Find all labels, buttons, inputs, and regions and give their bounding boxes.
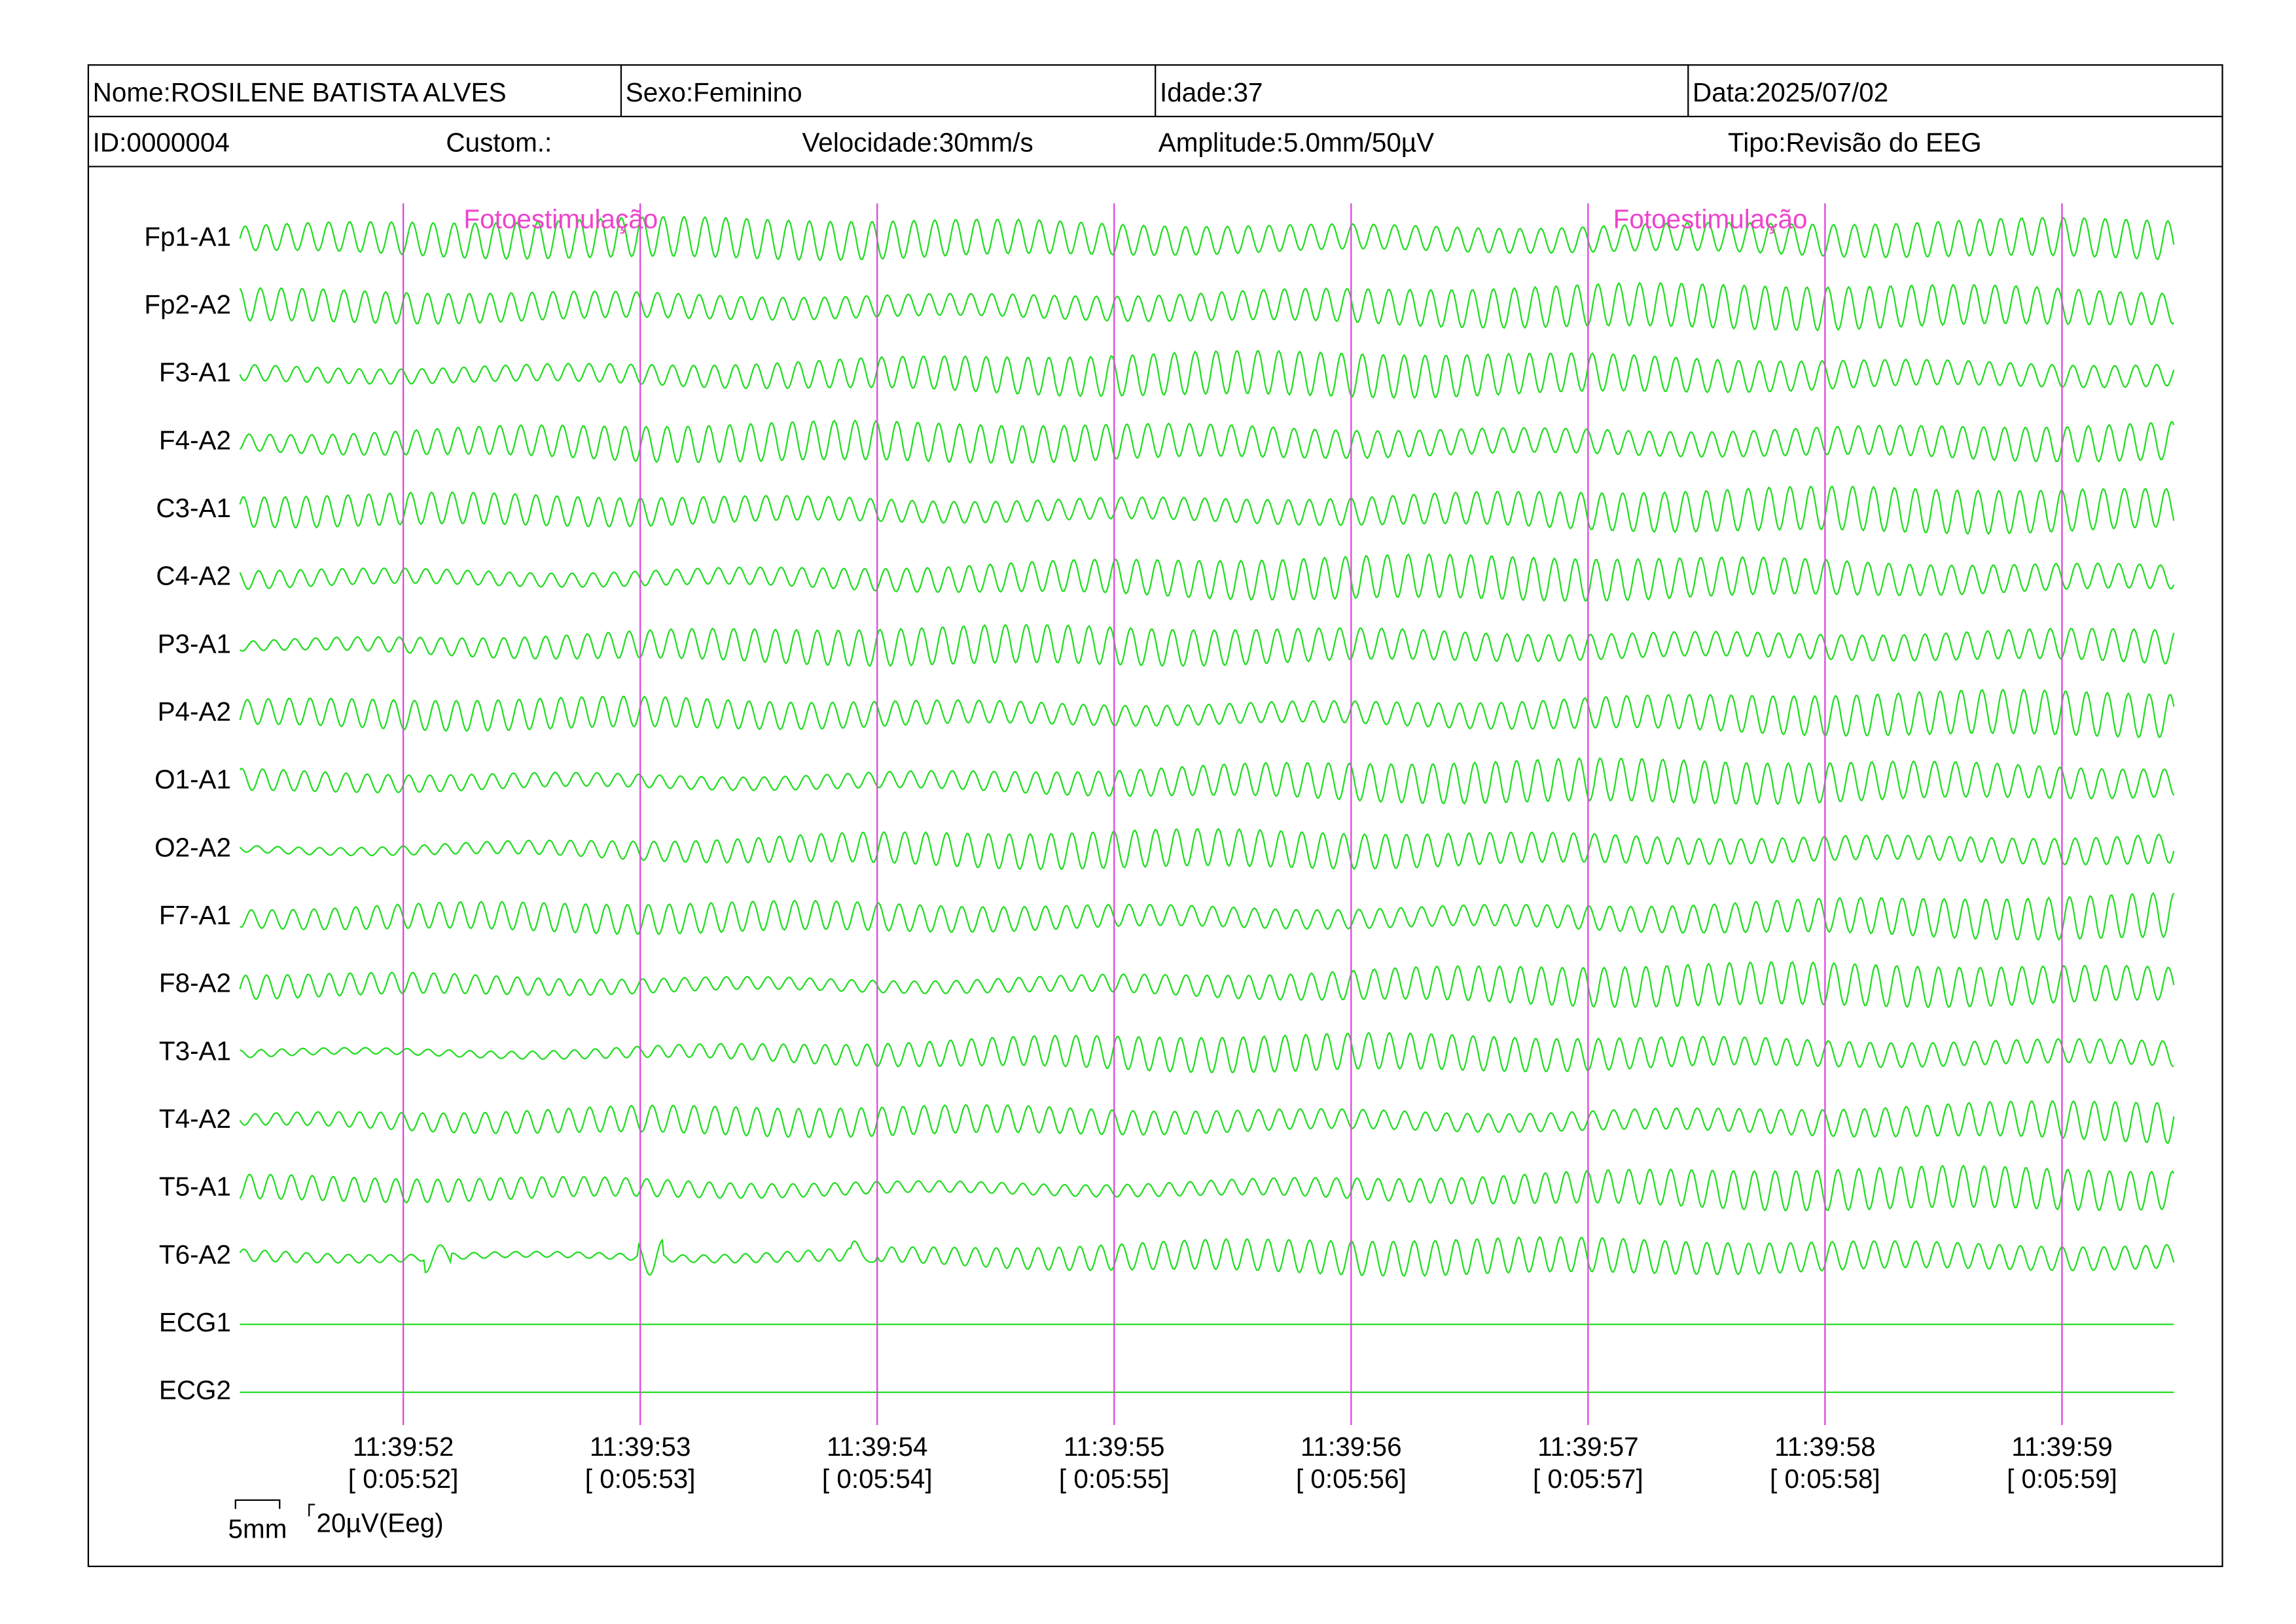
- eeg-trace: [240, 1032, 2174, 1074]
- time-label: 11:39:59: [2011, 1432, 2113, 1462]
- channel-label: C3-A1: [156, 493, 231, 523]
- channel-label: T6-A2: [159, 1239, 231, 1269]
- scale-bar-time: [234, 1499, 281, 1509]
- elapsed-label: [ 0:05:59]: [2007, 1464, 2117, 1494]
- eeg-trace: [240, 892, 2175, 941]
- amplitude: Amplitude:5.0mm/50µV: [1158, 127, 1434, 157]
- eeg-trace: [239, 961, 2175, 1009]
- eeg-trace: [239, 419, 2175, 464]
- scale-bar-amplitude: [308, 1504, 315, 1517]
- eeg-trace: [239, 1236, 2175, 1277]
- channel-label: ECG2: [159, 1375, 231, 1405]
- scale-amplitude: 20µV(Eeg): [316, 1508, 443, 1538]
- eeg-trace: [239, 281, 2174, 332]
- channel-label: O2-A2: [154, 832, 231, 862]
- channel-label: C4-A2: [156, 561, 231, 591]
- elapsed-label: [ 0:05:55]: [1059, 1464, 1170, 1494]
- channel-label: F8-A2: [159, 968, 231, 998]
- channel-label: P4-A2: [158, 696, 231, 727]
- elapsed-label: [ 0:05:57]: [1533, 1464, 1643, 1494]
- channel-label: P3-A1: [158, 628, 231, 659]
- channel-label: F4-A2: [159, 425, 231, 455]
- channel-label: F7-A1: [159, 900, 231, 930]
- eeg-trace: [239, 1164, 2175, 1212]
- frame: [87, 64, 2223, 1568]
- channel-label: ECG1: [159, 1307, 231, 1337]
- time-label: 11:39:56: [1300, 1432, 1402, 1462]
- time-label: 11:39:54: [827, 1432, 928, 1462]
- time-label: 11:39:57: [1537, 1432, 1639, 1462]
- event-annotation: Fotoestimulação: [1613, 204, 1808, 234]
- patient-id: ID:0000004: [93, 127, 230, 157]
- exam-type: Tipo:Revisão do EEG: [1728, 127, 1982, 157]
- time-label: 11:39:55: [1064, 1432, 1165, 1462]
- channel-label: F3-A1: [159, 357, 231, 388]
- channel-label: T5-A1: [159, 1172, 231, 1202]
- channel-label: O1-A1: [154, 765, 231, 795]
- eeg-trace: [239, 623, 2175, 668]
- eeg-trace: [239, 757, 2175, 806]
- channel-label: T3-A1: [159, 1036, 231, 1066]
- time-label: 11:39:58: [1774, 1432, 1876, 1462]
- elapsed-label: [ 0:05:56]: [1296, 1464, 1407, 1494]
- custom: Custom.:: [446, 127, 552, 157]
- channel-label: Fp2-A2: [144, 289, 231, 319]
- patient-age: Idade:37: [1160, 77, 1263, 107]
- eeg-trace: [239, 485, 2175, 535]
- scale-time: 5mm: [228, 1514, 287, 1544]
- event-annotation: Fotoestimulação: [463, 204, 658, 234]
- channel-label: Fp1-A1: [144, 221, 231, 251]
- eeg-trace: [239, 688, 2175, 739]
- eeg-trace: [239, 350, 2175, 399]
- patient-name: Nome:ROSILENE BATISTA ALVES: [93, 77, 507, 107]
- eeg-trace: [239, 552, 2175, 602]
- eeg-trace: [239, 827, 2175, 871]
- eeg-trace: [239, 1100, 2175, 1145]
- elapsed-label: [ 0:05:58]: [1770, 1464, 1880, 1494]
- speed: Velocidade:30mm/s: [802, 127, 1033, 157]
- patient-sex: Sexo:Feminino: [626, 77, 802, 107]
- elapsed-label: [ 0:05:53]: [585, 1464, 696, 1494]
- elapsed-label: [ 0:05:54]: [822, 1464, 933, 1494]
- eeg-trace: [239, 215, 2175, 262]
- elapsed-label: [ 0:05:52]: [348, 1464, 459, 1494]
- time-label: 11:39:52: [353, 1432, 454, 1462]
- exam-date: Data:2025/07/02: [1693, 77, 1888, 107]
- channel-label: T4-A2: [159, 1104, 231, 1134]
- time-label: 11:39:53: [590, 1432, 691, 1462]
